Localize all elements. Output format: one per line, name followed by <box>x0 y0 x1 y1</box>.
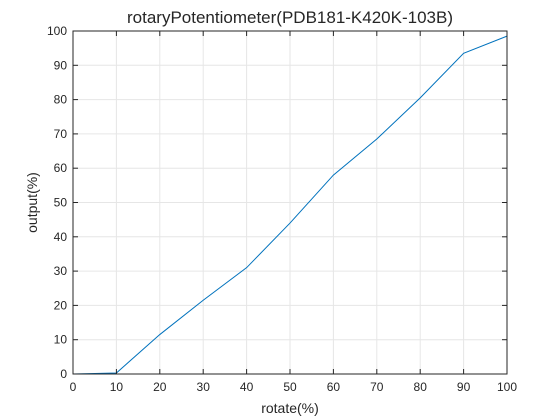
x-tick-label: 0 <box>70 380 77 394</box>
y-tick-label: 40 <box>54 230 68 244</box>
data-series <box>72 35 508 375</box>
x-tick-label: 50 <box>283 380 297 394</box>
x-tick-label: 100 <box>497 380 517 394</box>
grid-lines <box>73 31 507 374</box>
y-tick-label: 30 <box>54 264 68 278</box>
x-tick-label: 40 <box>240 380 254 394</box>
x-tick-label: 80 <box>414 380 428 394</box>
x-tick-label: 90 <box>457 380 471 394</box>
y-tick-label: 100 <box>47 24 67 38</box>
x-axis-label: rotate(%) <box>261 400 319 416</box>
series-line <box>72 35 508 375</box>
x-tick-label: 30 <box>197 380 211 394</box>
y-tick-label: 60 <box>54 161 68 175</box>
x-tick-label: 70 <box>370 380 384 394</box>
chart-title: rotaryPotentiometer(PDB181-K420K-103B) <box>127 8 453 27</box>
y-tick-label: 90 <box>54 58 68 72</box>
y-tick-label: 10 <box>54 333 68 347</box>
y-axis-ticks: 0 10 20 30 40 50 60 70 80 90 100 <box>47 24 507 381</box>
plot-area: 0 10 20 30 40 50 60 70 80 90 100 0 10 20 30 40 50 60 70 80… <box>47 24 517 394</box>
y-tick-label: 50 <box>54 196 68 210</box>
x-axis-ticks: 0 10 20 30 40 50 60 70 80 90 100 <box>70 31 517 394</box>
y-tick-label: 80 <box>54 93 68 107</box>
x-tick-label: 60 <box>327 380 341 394</box>
x-tick-label: 20 <box>153 380 167 394</box>
y-tick-label: 0 <box>60 367 67 381</box>
y-tick-label: 20 <box>54 298 68 312</box>
y-axis-label: output(%) <box>24 172 40 233</box>
x-tick-label: 10 <box>110 380 124 394</box>
y-tick-label: 70 <box>54 127 68 141</box>
